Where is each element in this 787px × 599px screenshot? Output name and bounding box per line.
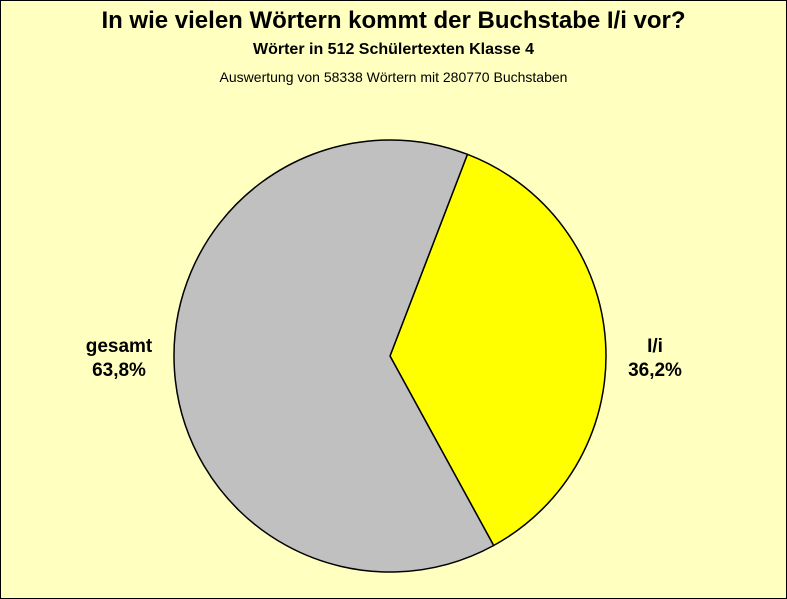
pie-slice-gesamt bbox=[173, 139, 495, 573]
slice-name-gesamt: gesamt bbox=[85, 336, 153, 357]
chart-title: In wie vielen Wörtern kommt der Buchstab… bbox=[101, 7, 686, 34]
pie-slice-i-i bbox=[389, 153, 607, 547]
slice-value-gesamt: 63,8% bbox=[92, 360, 146, 381]
chart-annotation: Auswertung von 58338 Wörtern mit 280770 … bbox=[219, 69, 568, 85]
slice-label-gesamt: gesamt 63,8% bbox=[69, 335, 169, 383]
slice-label-li: I/i 36,2% bbox=[605, 335, 705, 383]
chart-subtitle: Wörter in 512 Schülertexten Klasse 4 bbox=[253, 41, 534, 58]
pie-slices bbox=[173, 139, 607, 573]
slice-value-li: 36,2% bbox=[628, 360, 682, 381]
slice-name-li: I/i bbox=[647, 336, 663, 357]
